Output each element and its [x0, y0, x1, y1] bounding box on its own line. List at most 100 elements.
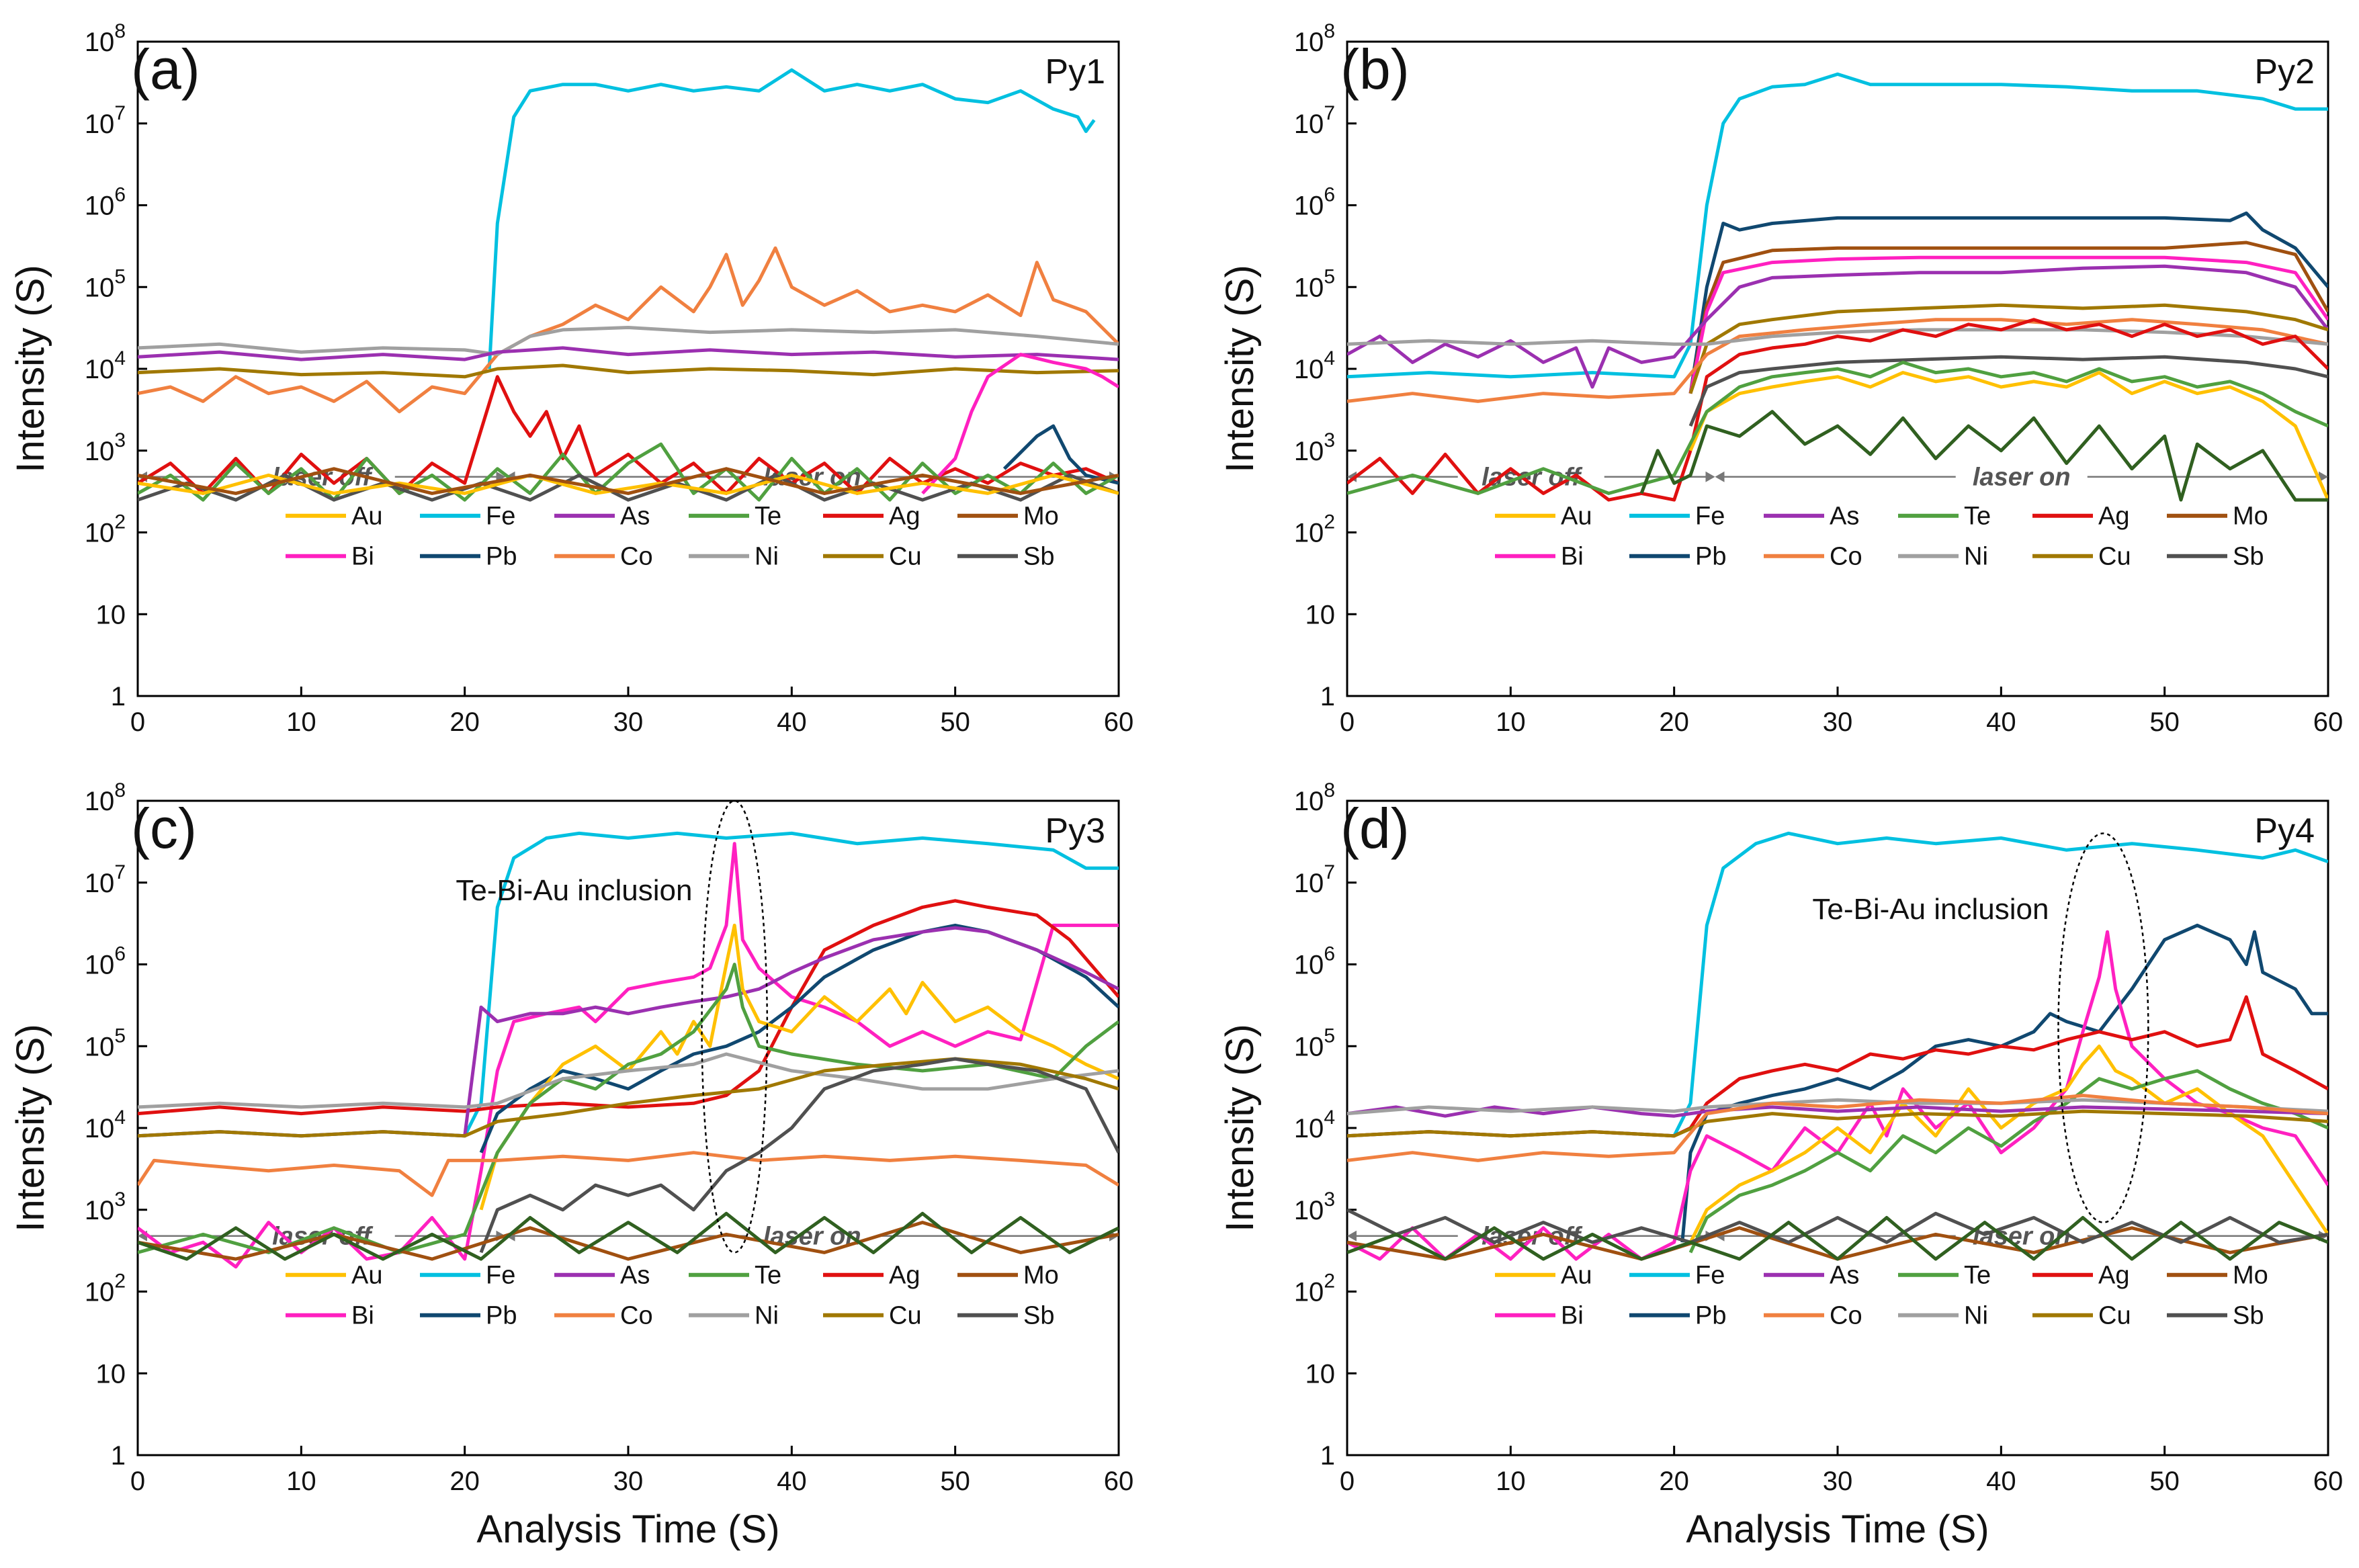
- y-axis-title: Intensity (S): [1218, 1024, 1262, 1231]
- legend-label-ni: Ni: [1964, 543, 1988, 571]
- legend-label-as: As: [620, 1262, 650, 1290]
- series-line-te-dark: [138, 1211, 1119, 1261]
- legend-label-mo: Mo: [1023, 1262, 1059, 1290]
- panel-label: (d): [1340, 797, 1410, 860]
- series-line-fe: [487, 68, 1096, 369]
- series-line-te-dark: [1347, 1216, 2328, 1261]
- series-line-bi: [921, 353, 1119, 495]
- x-tick-label: 40: [777, 1467, 807, 1496]
- legend-label-co: Co: [1830, 1302, 1862, 1330]
- series-line-mo: [138, 1221, 1119, 1261]
- legend-label-ag: Ag: [889, 503, 920, 531]
- sample-label: Py2: [2254, 52, 2315, 91]
- legend-label-sb: Sb: [2233, 543, 2264, 571]
- legend-label-mo: Mo: [2233, 1262, 2268, 1290]
- legend-label-te: Te: [1964, 503, 1991, 531]
- x-tick-label: 30: [613, 1467, 644, 1496]
- legend-label-bi: Bi: [351, 1302, 374, 1330]
- y-axis-title: Intensity (S): [9, 265, 52, 472]
- x-axis-title: Analysis Time (S): [1686, 1508, 1989, 1551]
- x-tick-label: 40: [1986, 707, 2016, 737]
- series-line-au: [1688, 371, 2328, 501]
- x-tick-label: 50: [2149, 707, 2180, 737]
- series-line-te: [1688, 1069, 2328, 1254]
- panel-label: (a): [131, 38, 200, 101]
- y-axis-title: Intensity (S): [9, 1024, 52, 1231]
- series-line-co: [138, 1151, 1119, 1197]
- inclusion-ellipse: [2057, 832, 2149, 1223]
- series-group: [138, 68, 1119, 502]
- legend-label-ni: Ni: [755, 1302, 779, 1330]
- y-tick-label: 105: [85, 265, 126, 302]
- series-line-cu: [138, 363, 1119, 379]
- y-tick-label: 102: [1294, 511, 1335, 548]
- legend-label-sb: Sb: [1023, 543, 1054, 571]
- legend-label-au: Au: [1561, 1262, 1592, 1290]
- x-tick-label: 60: [2313, 707, 2344, 737]
- series-line-pb: [1688, 211, 2328, 394]
- series-group: [1347, 72, 2328, 502]
- legend-label-te: Te: [1964, 1262, 1991, 1290]
- legend-label-as: As: [1830, 1262, 1859, 1290]
- legend-label-as: As: [1830, 503, 1859, 531]
- series-line-te: [1347, 360, 2328, 495]
- y-tick-label: 106: [85, 184, 126, 221]
- y-tick-label: 106: [85, 943, 126, 980]
- legend-label-ni: Ni: [755, 543, 779, 571]
- y-tick-label: 1: [111, 682, 126, 711]
- legend-label-bi: Bi: [1561, 1302, 1584, 1330]
- x-axis-title: Analysis Time (S): [476, 1508, 779, 1551]
- legend-label-fe: Fe: [1695, 503, 1725, 531]
- series-line-mo: [1688, 241, 2328, 394]
- x-tick-label: 0: [130, 1467, 145, 1496]
- x-tick-label: 20: [449, 1467, 480, 1496]
- legend-label-pb: Pb: [486, 543, 517, 571]
- series-line-co: [138, 246, 1119, 414]
- legend-label-ag: Ag: [889, 1262, 920, 1290]
- legend-label-sb: Sb: [1023, 1302, 1054, 1330]
- y-tick-label: 107: [1294, 102, 1335, 139]
- series-group: [138, 831, 1119, 1269]
- series-group: [1347, 831, 2328, 1261]
- series-line-te-dark: [1639, 410, 2328, 502]
- sample-label: Py1: [1045, 52, 1105, 91]
- x-tick-label: 60: [2313, 1467, 2344, 1496]
- y-tick-label: 107: [85, 861, 126, 898]
- legend-label-co: Co: [620, 543, 653, 571]
- laser-on-arrowhead-right: [2319, 471, 2328, 482]
- laser-on-arrowhead-left: [1715, 471, 1725, 482]
- x-tick-label: 20: [1659, 707, 1689, 737]
- panel-py3: 1 10 102 103 104 105 106 107 108 0 10 20 30 40 50 60 Int…: [9, 779, 1133, 1551]
- legend-label-cu: Cu: [889, 1302, 922, 1330]
- legend-label-ag: Ag: [2098, 1262, 2129, 1290]
- y-tick-label: 10: [1305, 1359, 1336, 1389]
- legend-label-cu: Cu: [2098, 1302, 2131, 1330]
- x-tick-label: 40: [777, 707, 807, 737]
- laser-on-label-bg: [1955, 460, 2088, 490]
- panel-label: (b): [1340, 38, 1410, 101]
- series-line-co: [1347, 318, 2328, 403]
- legend-label-cu: Cu: [2098, 543, 2131, 571]
- x-tick-label: 0: [1340, 1467, 1355, 1496]
- series-line-cu: [1347, 1109, 2328, 1138]
- legend-label-fe: Fe: [486, 503, 515, 531]
- y-tick-label: 1: [1320, 682, 1335, 711]
- legend-label-pb: Pb: [1695, 543, 1726, 571]
- legend-label-te: Te: [755, 1262, 781, 1290]
- y-tick-label: 108: [85, 20, 126, 57]
- legend-label-pb: Pb: [1695, 1302, 1726, 1330]
- legend-label-au: Au: [351, 1262, 382, 1290]
- legend-label-bi: Bi: [1561, 543, 1584, 571]
- panel-py2: 1 10 102 103 104 105 106 107 108 0 10 20 30 40 50 60 Int…: [1218, 20, 2343, 737]
- y-tick-label: 108: [85, 779, 126, 816]
- series-line-ni: [1347, 328, 2328, 346]
- legend-label-au: Au: [1561, 503, 1592, 531]
- series-line-ni: [138, 326, 1119, 357]
- y-tick-label: 103: [1294, 1188, 1335, 1225]
- series-line-sb: [479, 1057, 1119, 1254]
- legend-label-fe: Fe: [486, 1262, 515, 1290]
- laser-on-label: laser on: [1973, 464, 2071, 492]
- y-tick-label: 102: [85, 511, 126, 548]
- series-line-co: [1347, 1094, 2328, 1162]
